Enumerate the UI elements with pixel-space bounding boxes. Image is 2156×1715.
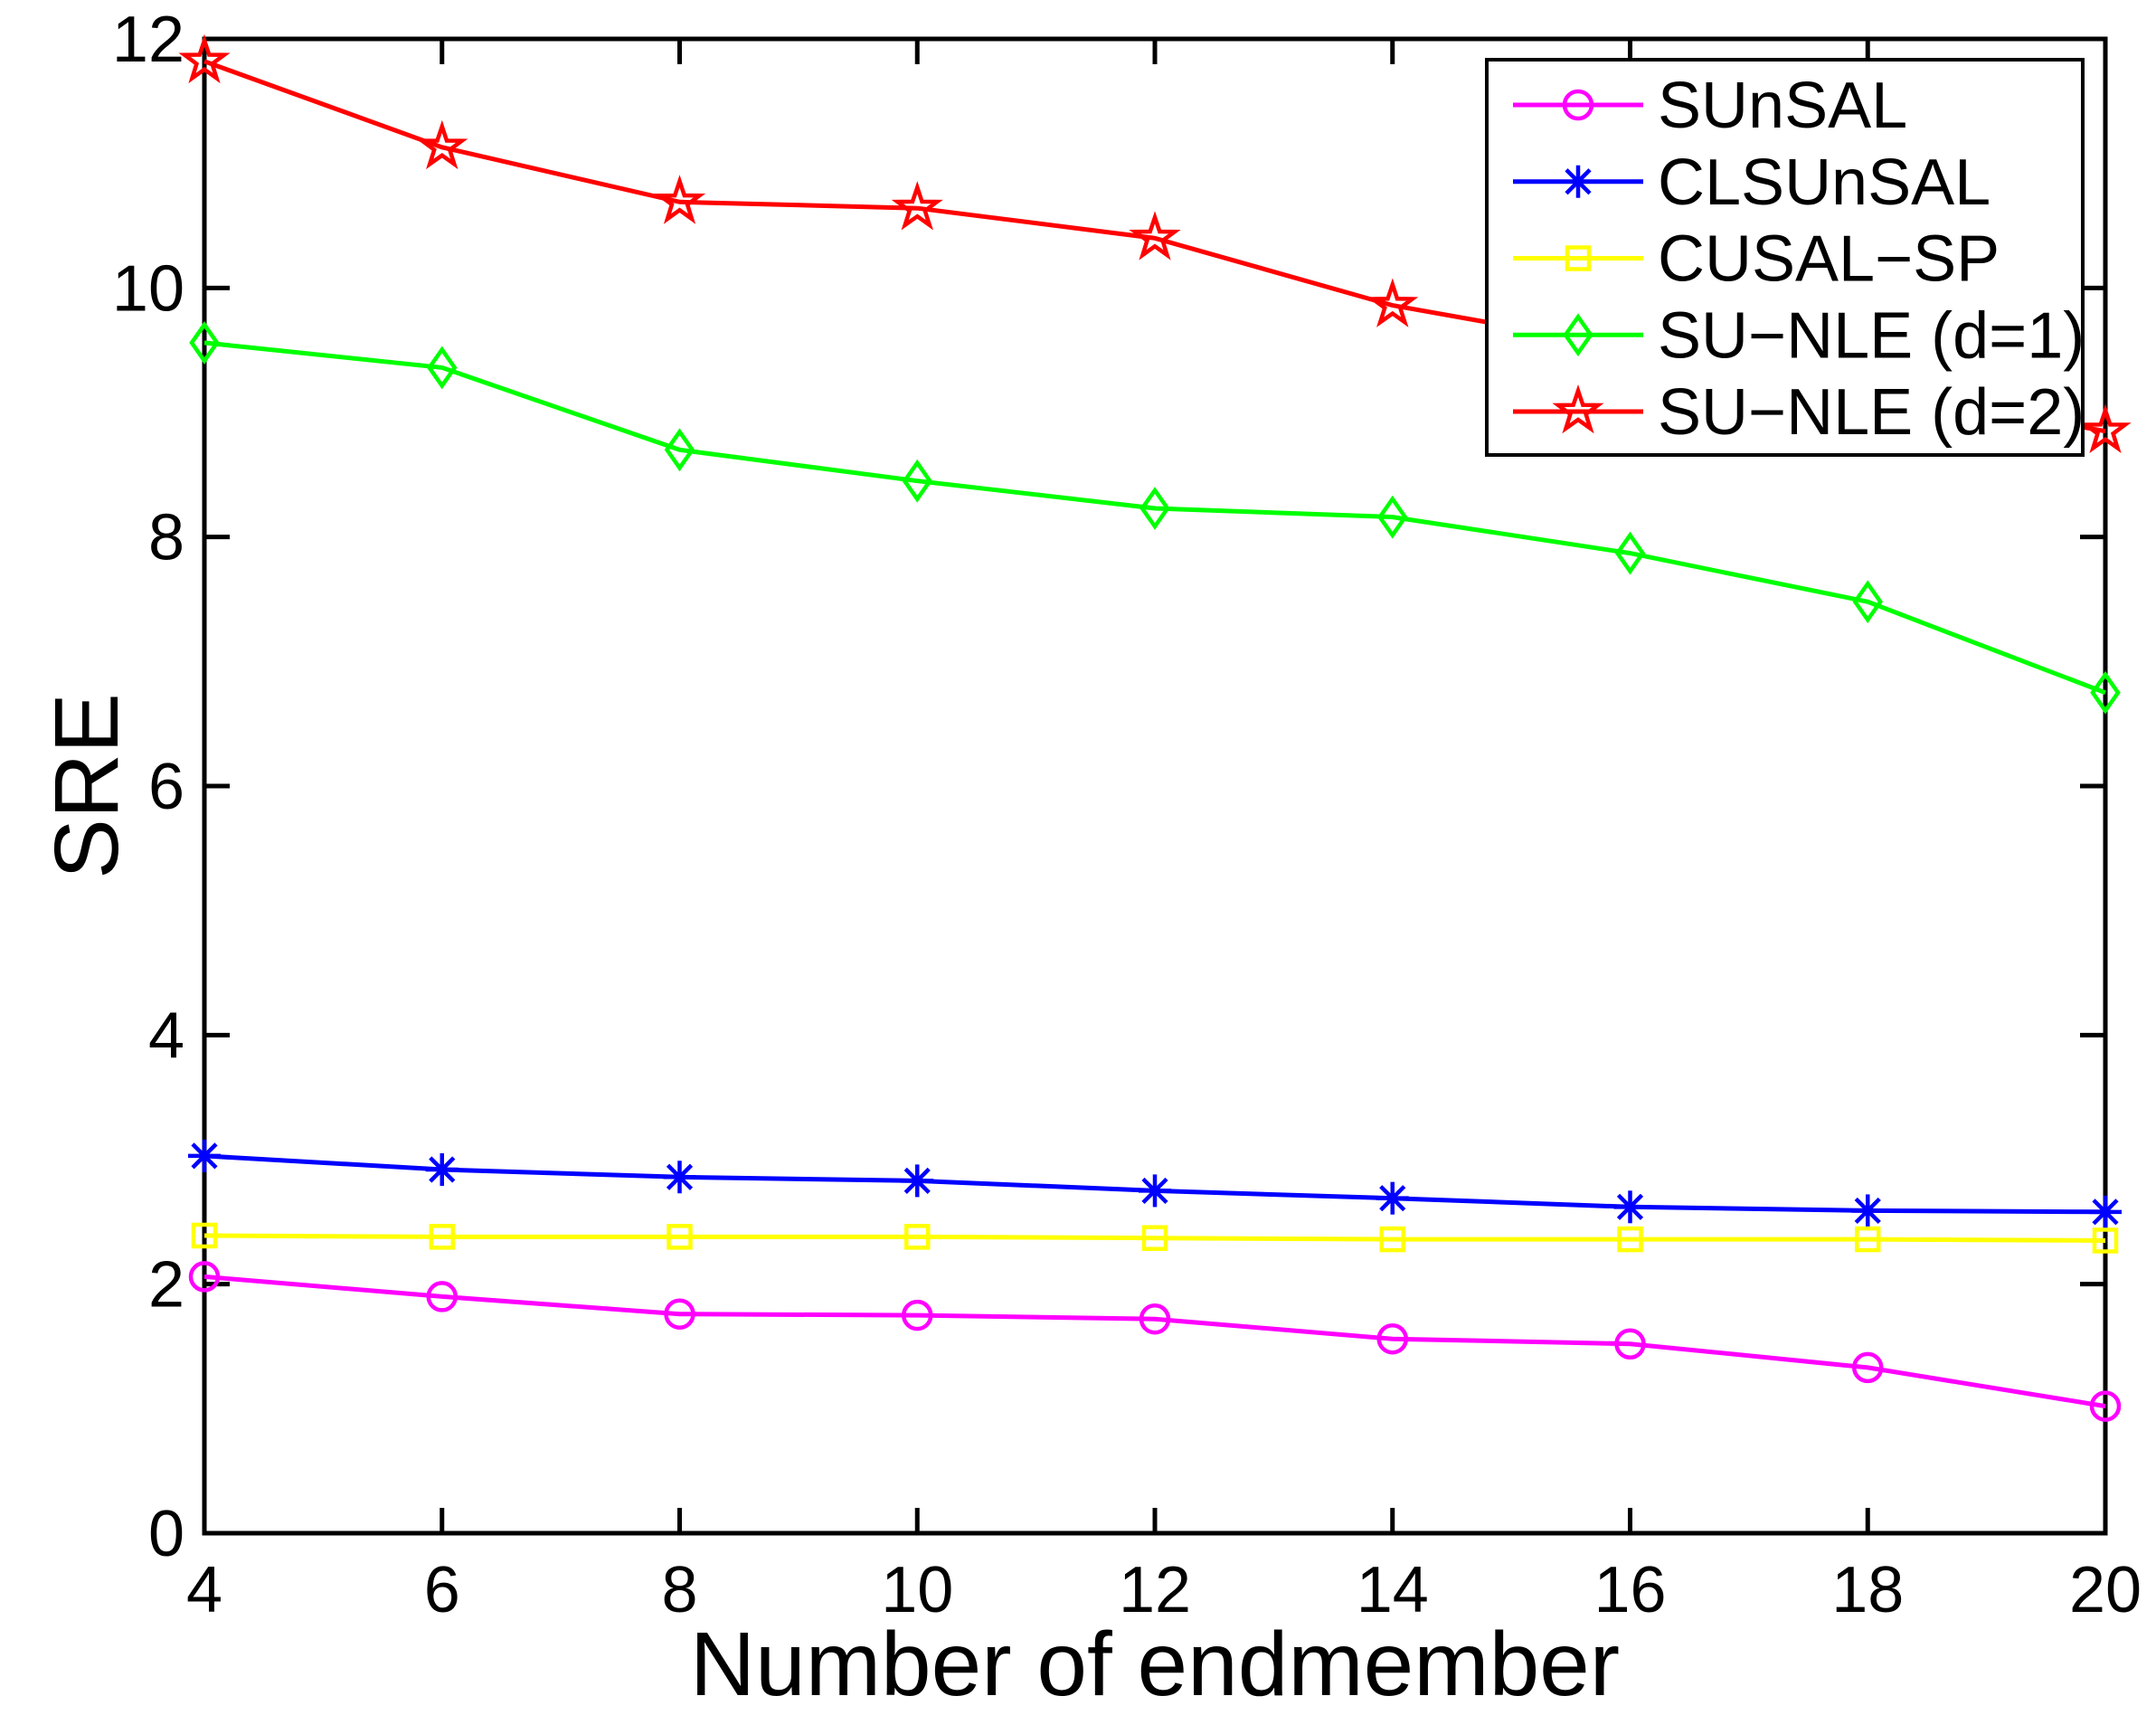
series-su-nle-d-1- [189, 320, 2121, 715]
asterisk-marker [1565, 168, 1592, 195]
x-tick-label: 4 [186, 1554, 222, 1626]
diamond-marker [189, 320, 220, 365]
y-tick-label: 12 [112, 4, 184, 76]
diamond-marker [1563, 313, 1593, 357]
legend-label: CLSUnSAL [1658, 147, 1991, 219]
y-tick-label: 4 [148, 1000, 184, 1072]
series-line [203, 1233, 2106, 1243]
x-tick-label: 6 [424, 1554, 460, 1626]
series-line [203, 1274, 2106, 1409]
square-marker [191, 1222, 218, 1249]
legend-item: SUnSAL [1513, 70, 1907, 142]
asterisk-marker [666, 1163, 694, 1190]
circle-marker [1852, 1351, 1884, 1384]
square-marker [2092, 1227, 2119, 1254]
circle-marker [1614, 1328, 1646, 1360]
square-marker [667, 1224, 693, 1250]
x-tick-label: 18 [1831, 1554, 1904, 1626]
legend-item: SU−NLE (d=1) [1513, 299, 2085, 372]
asterisk-marker [191, 1142, 218, 1170]
series-cusal-sp [191, 1222, 2119, 1254]
asterisk-marker [1379, 1185, 1406, 1212]
asterisk-marker [1854, 1197, 1881, 1225]
diamond-marker [1139, 487, 1170, 530]
series-line [203, 340, 2106, 696]
circle-marker [426, 1281, 458, 1312]
square-marker [1565, 245, 1592, 271]
asterisk-marker [1141, 1177, 1168, 1205]
pentagram-marker [178, 33, 231, 84]
pentagram-marker [891, 181, 943, 231]
circle-marker [1562, 89, 1594, 121]
series-clsunsal [188, 1139, 2122, 1228]
diamond-marker [902, 459, 932, 503]
pentagram-marker [416, 119, 468, 170]
legend-label: SU−NLE (d=1) [1658, 299, 2085, 372]
y-tick-label: 0 [148, 1498, 184, 1570]
circle-marker [1139, 1303, 1171, 1335]
legend-label: SUnSAL [1658, 70, 1907, 142]
x-tick-label: 14 [1357, 1554, 1429, 1626]
diamond-marker [427, 346, 458, 390]
legend-item: SU−NLE (d=2) [1513, 376, 2085, 449]
diamond-marker [1377, 495, 1408, 539]
asterisk-marker [429, 1156, 456, 1183]
series-sunsal [188, 1261, 2122, 1422]
diamond-marker [664, 428, 695, 472]
pentagram-marker [1366, 278, 1419, 327]
x-tick-label: 8 [661, 1554, 697, 1626]
circle-marker [664, 1298, 695, 1330]
legend-item: CUSAL−SP [1513, 223, 2000, 296]
y-axis-label: SRE [36, 693, 137, 879]
pentagram-marker [2079, 403, 2132, 453]
series-lines [178, 33, 2132, 1422]
legend-label: SU−NLE (d=2) [1658, 376, 2085, 449]
y-tick-label: 8 [148, 502, 184, 574]
y-tick-label: 6 [148, 751, 184, 823]
x-tick-label: 20 [2069, 1554, 2142, 1626]
axis-ticks [202, 36, 2108, 1536]
circle-marker [902, 1299, 933, 1331]
asterisk-marker [1616, 1193, 1644, 1220]
asterisk-marker [903, 1167, 931, 1194]
y-tick-label: 2 [148, 1249, 184, 1322]
diamond-marker [2090, 670, 2121, 715]
square-marker [429, 1224, 455, 1250]
x-tick-label: 12 [1119, 1554, 1191, 1626]
x-axis-label: Number of endmember [690, 1614, 1620, 1715]
legend-item: CLSUnSAL [1513, 147, 1991, 219]
y-tick-labels: 0 2 4 6 8 10 12 [112, 4, 184, 1570]
circle-marker [1376, 1322, 1408, 1355]
square-marker [1379, 1226, 1405, 1253]
x-tick-labels: 4 6 8 10 12 14 16 18 20 [186, 1554, 2142, 1626]
circle-marker [188, 1261, 221, 1293]
pentagram-marker [1552, 384, 1604, 434]
square-marker [1617, 1226, 1643, 1253]
legend-label: CUSAL−SP [1658, 223, 2000, 296]
square-marker [1855, 1226, 1881, 1253]
square-marker [904, 1224, 931, 1250]
asterisk-marker [2092, 1199, 2119, 1226]
diamond-marker [1852, 580, 1883, 624]
pentagram-marker [1129, 211, 1181, 261]
square-marker [1141, 1225, 1168, 1251]
y-tick-label: 10 [112, 252, 184, 325]
x-tick-label: 16 [1593, 1554, 1666, 1626]
diamond-marker [1614, 531, 1646, 575]
pentagram-marker [653, 175, 706, 224]
x-tick-label: 10 [881, 1554, 953, 1626]
circle-marker [2089, 1390, 2122, 1422]
